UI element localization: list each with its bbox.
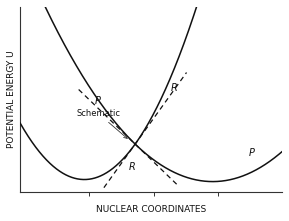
Text: R: R bbox=[171, 84, 178, 93]
X-axis label: NUCLEAR COORDINATES: NUCLEAR COORDINATES bbox=[96, 205, 206, 214]
Text: P: P bbox=[95, 96, 101, 106]
Text: Schematic: Schematic bbox=[76, 109, 127, 138]
Text: P: P bbox=[248, 148, 254, 158]
Y-axis label: POTENTIAL ENERGY U: POTENTIAL ENERGY U bbox=[7, 51, 16, 148]
Text: R: R bbox=[129, 162, 136, 172]
